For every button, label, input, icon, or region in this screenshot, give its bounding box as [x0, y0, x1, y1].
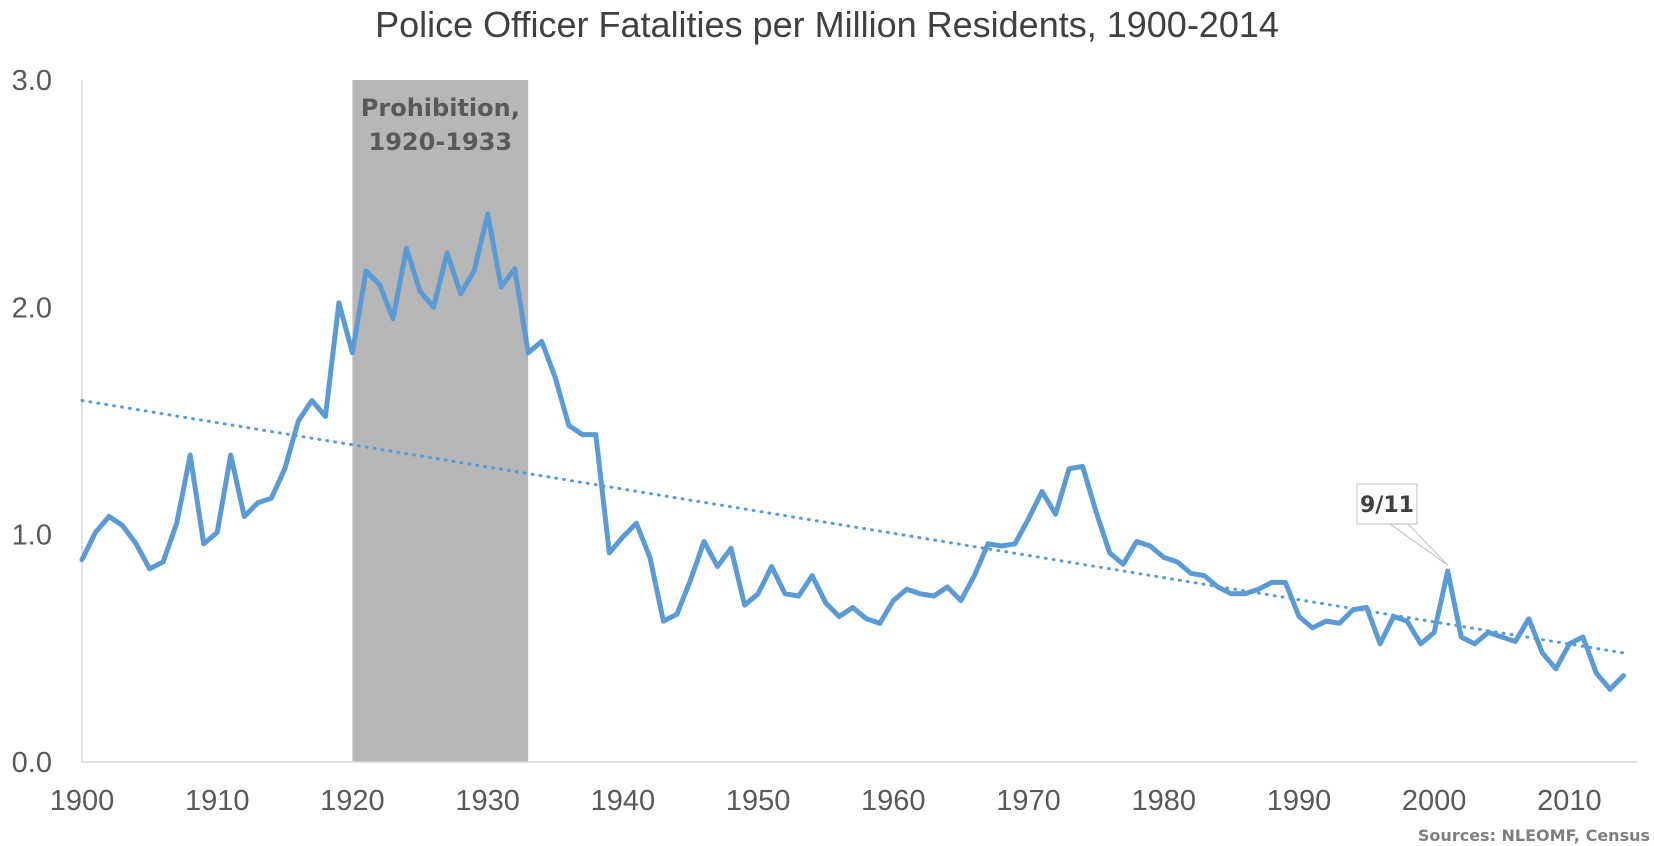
x-tick-label: 1900 [50, 785, 115, 817]
y-tick-label: 0.0 [12, 747, 52, 779]
y-tick-label: 2.0 [12, 292, 52, 324]
x-tick-label: 1950 [726, 785, 791, 817]
x-tick-label: 1980 [1131, 785, 1196, 817]
y-tick-label: 3.0 [12, 65, 52, 97]
chart-title: Police Officer Fatalities per Million Re… [375, 4, 1279, 45]
y-tick-label: 1.0 [12, 520, 52, 552]
x-tick-label: 1940 [591, 785, 656, 817]
prohibition-band [352, 80, 529, 762]
x-tick-label: 1910 [185, 785, 250, 817]
callout-box [1356, 483, 1418, 525]
source-note: Sources: NLEOMF, Census [1418, 826, 1650, 845]
x-tick-label: 1990 [1267, 785, 1332, 817]
prohibition-label-line1: Prohibition, [361, 94, 520, 122]
x-tick-label: 1970 [996, 785, 1061, 817]
x-tick-label: 1930 [455, 785, 520, 817]
callout-pointer [1388, 523, 1449, 566]
callout-label: 9/11 [1360, 493, 1414, 518]
x-tick-label: 2000 [1402, 785, 1467, 817]
x-tick-label: 2010 [1537, 785, 1602, 817]
prohibition-label-line2: 1920-1933 [369, 128, 513, 156]
series-line [79, 211, 1626, 692]
x-tick-label: 1920 [320, 785, 385, 817]
x-tick-label: 1960 [861, 785, 926, 817]
